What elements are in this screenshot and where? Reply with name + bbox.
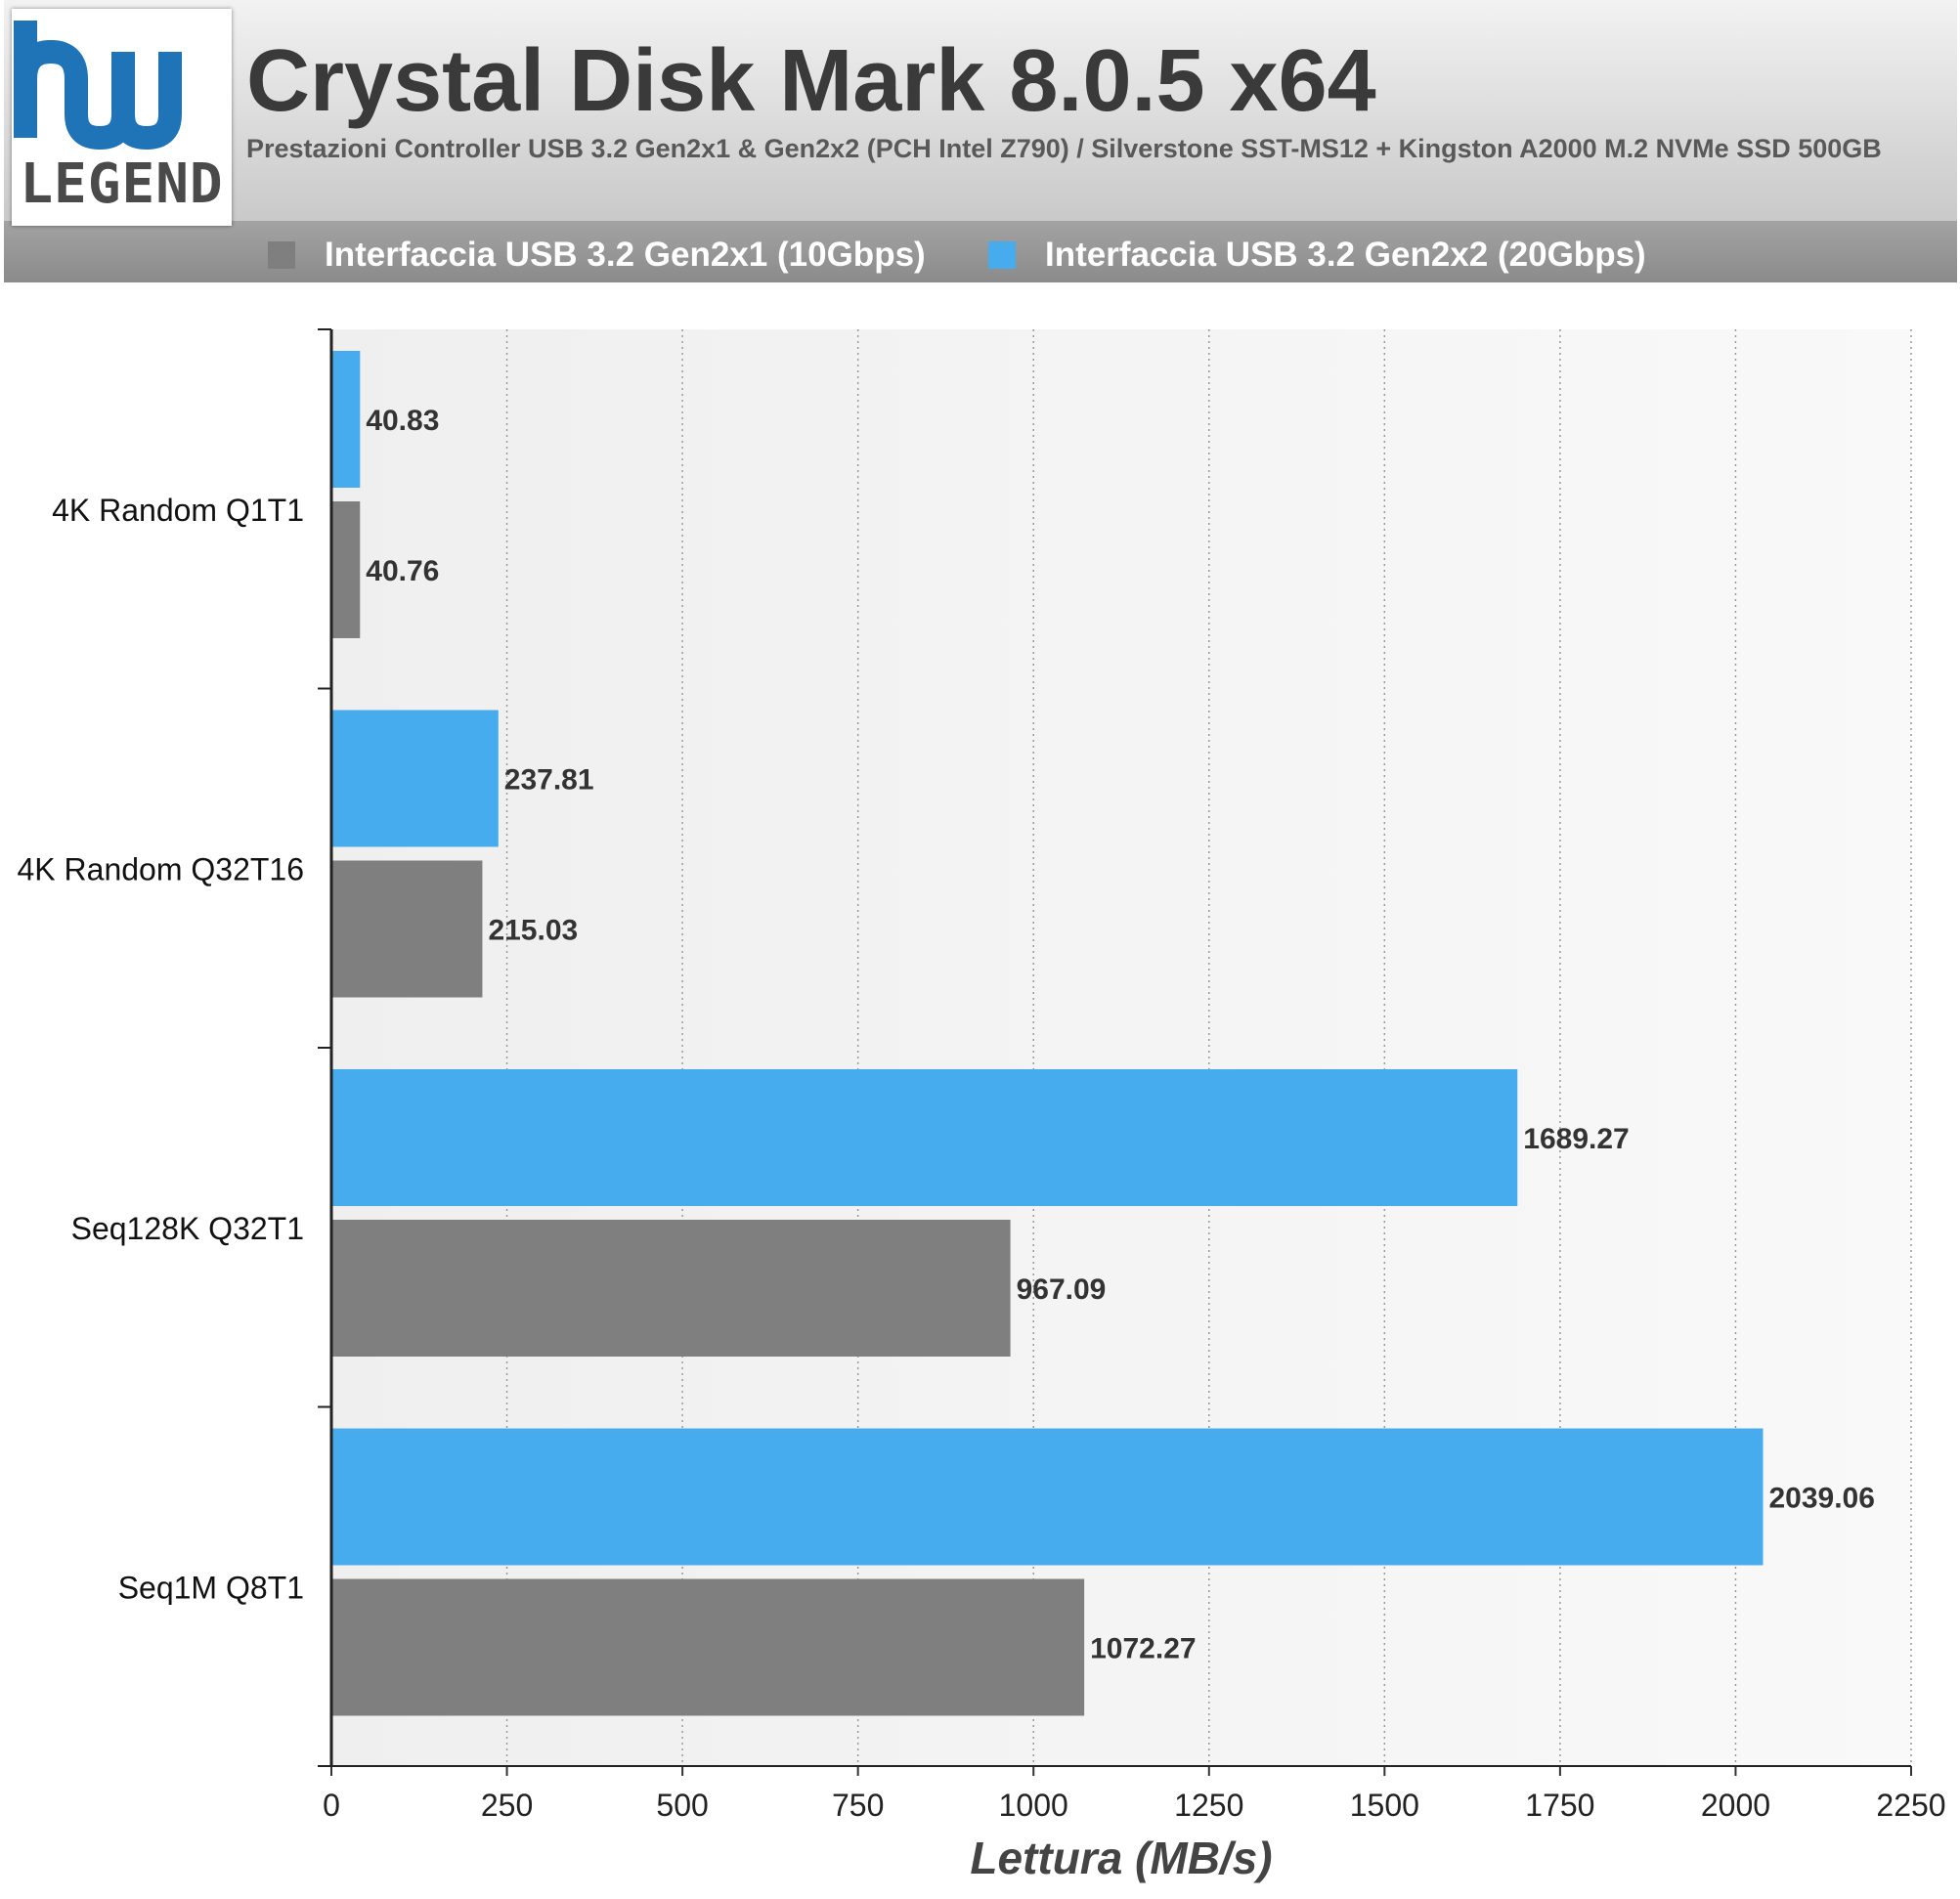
bar-gen2x1 xyxy=(332,1220,1011,1357)
category-label: Seq128K Q32T1 xyxy=(71,1211,304,1246)
chart-title: Crystal Disk Mark 8.0.5 x64 xyxy=(246,32,1376,130)
header-band xyxy=(4,0,1957,221)
hw-logo-mark xyxy=(14,21,182,150)
bar-gen2x1 xyxy=(332,1578,1085,1716)
x-tick-label: 0 xyxy=(323,1788,340,1823)
hwlegend-logo: LEGEND xyxy=(12,9,232,226)
data-label: 215.03 xyxy=(488,915,578,947)
data-label: 1689.27 xyxy=(1523,1123,1629,1155)
logo-text: LEGEND xyxy=(20,152,224,216)
chart-subtitle: Prestazioni Controller USB 3.2 Gen2x1 & … xyxy=(246,134,1882,163)
x-tick-label: 2000 xyxy=(1701,1788,1770,1823)
x-tick-label: 500 xyxy=(656,1788,708,1823)
x-tick-label: 1500 xyxy=(1350,1788,1419,1823)
legend-band xyxy=(4,221,1957,282)
bar-gen2x1 xyxy=(332,860,483,998)
bar-gen2x2 xyxy=(332,710,499,847)
x-tick-label: 1750 xyxy=(1525,1788,1594,1823)
bar-gen2x2 xyxy=(332,351,361,488)
bar-gen2x1 xyxy=(332,501,361,638)
legend-swatch-gen2x2 xyxy=(988,241,1016,269)
legend-item-gen2x1: Interfaccia USB 3.2 Gen2x1 (10Gbps) xyxy=(268,236,926,274)
category-label: 4K Random Q32T16 xyxy=(18,851,305,886)
bar-gen2x2 xyxy=(332,1428,1764,1566)
bar-gen2x2 xyxy=(332,1069,1518,1206)
data-label: 2039.06 xyxy=(1768,1483,1874,1515)
data-label: 1072.27 xyxy=(1090,1633,1196,1665)
data-label: 40.83 xyxy=(366,405,439,437)
legend-item-gen2x2: Interfaccia USB 3.2 Gen2x2 (20Gbps) xyxy=(988,236,1646,274)
data-label: 967.09 xyxy=(1017,1273,1107,1306)
legend-label-gen2x2: Interfaccia USB 3.2 Gen2x2 (20Gbps) xyxy=(1045,236,1646,274)
legend-label-gen2x1: Interfaccia USB 3.2 Gen2x1 (10Gbps) xyxy=(325,236,926,274)
x-tick-label: 2250 xyxy=(1876,1788,1945,1823)
x-tick-label: 250 xyxy=(481,1788,533,1823)
x-tick-label: 1000 xyxy=(999,1788,1068,1823)
data-label: 237.81 xyxy=(504,764,594,797)
category-label: Seq1M Q8T1 xyxy=(118,1570,304,1605)
x-tick-label: 1250 xyxy=(1174,1788,1243,1823)
x-tick-label: 750 xyxy=(832,1788,884,1823)
data-label: 40.76 xyxy=(366,555,439,587)
legend-swatch-gen2x1 xyxy=(268,241,295,269)
x-axis-title: Lettura (MB/s) xyxy=(970,1833,1272,1883)
category-label: 4K Random Q1T1 xyxy=(52,493,304,528)
